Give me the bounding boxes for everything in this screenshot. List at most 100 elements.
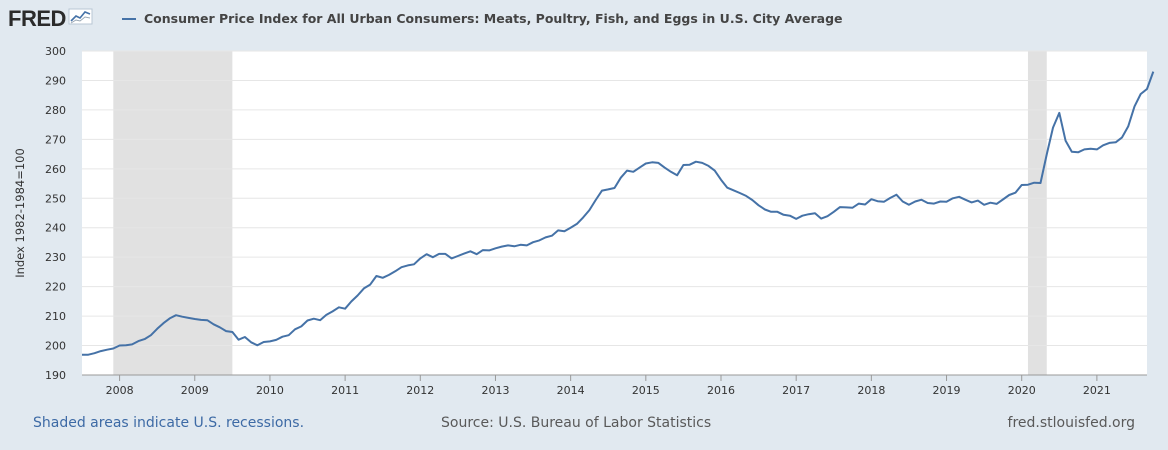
data-point[interactable] bbox=[267, 339, 272, 344]
data-point[interactable] bbox=[881, 199, 886, 204]
data-point[interactable] bbox=[1132, 104, 1137, 109]
data-point[interactable] bbox=[675, 173, 680, 178]
data-point[interactable] bbox=[706, 163, 711, 168]
data-point[interactable] bbox=[969, 200, 974, 205]
data-point[interactable] bbox=[543, 235, 548, 240]
data-point[interactable] bbox=[775, 209, 780, 214]
data-point[interactable] bbox=[581, 215, 586, 220]
data-point[interactable] bbox=[324, 312, 329, 317]
data-point[interactable] bbox=[462, 251, 467, 256]
data-point[interactable] bbox=[549, 233, 554, 238]
data-point[interactable] bbox=[449, 256, 454, 261]
data-point[interactable] bbox=[712, 168, 717, 173]
data-point[interactable] bbox=[318, 318, 323, 323]
data-point[interactable] bbox=[261, 340, 266, 345]
data-point[interactable] bbox=[982, 202, 987, 207]
data-point[interactable] bbox=[900, 199, 905, 204]
data-point[interactable] bbox=[123, 343, 128, 348]
data-point[interactable] bbox=[944, 199, 949, 204]
data-point[interactable] bbox=[1051, 125, 1056, 130]
data-point[interactable] bbox=[725, 185, 730, 190]
data-point[interactable] bbox=[299, 324, 304, 329]
data-point[interactable] bbox=[637, 165, 642, 170]
data-point[interactable] bbox=[869, 197, 874, 202]
data-point[interactable] bbox=[167, 316, 172, 321]
data-point[interactable] bbox=[455, 254, 460, 259]
data-point[interactable] bbox=[668, 169, 673, 174]
site-link[interactable]: fred.stlouisfed.org bbox=[1007, 415, 1135, 431]
data-point[interactable] bbox=[800, 213, 805, 218]
data-point[interactable] bbox=[612, 185, 617, 190]
data-point[interactable] bbox=[700, 160, 705, 165]
data-point[interactable] bbox=[574, 221, 579, 226]
data-point[interactable] bbox=[368, 282, 373, 287]
data-point[interactable] bbox=[437, 251, 442, 256]
data-point[interactable] bbox=[98, 349, 103, 354]
data-point[interactable] bbox=[744, 193, 749, 198]
data-point[interactable] bbox=[794, 216, 799, 221]
data-point[interactable] bbox=[474, 252, 479, 257]
data-point[interactable] bbox=[249, 340, 254, 345]
data-point[interactable] bbox=[192, 317, 197, 322]
data-point[interactable] bbox=[1019, 183, 1024, 188]
data-point[interactable] bbox=[894, 192, 899, 197]
data-point[interactable] bbox=[161, 321, 166, 326]
data-point[interactable] bbox=[211, 322, 216, 327]
data-point[interactable] bbox=[938, 199, 943, 204]
data-point[interactable] bbox=[1094, 147, 1099, 152]
data-point[interactable] bbox=[606, 187, 611, 192]
data-point[interactable] bbox=[180, 314, 185, 319]
data-point[interactable] bbox=[255, 343, 260, 348]
data-point[interactable] bbox=[1069, 149, 1074, 154]
data-point[interactable] bbox=[405, 263, 410, 268]
data-point[interactable] bbox=[380, 275, 385, 280]
data-point[interactable] bbox=[518, 242, 523, 247]
data-point[interactable] bbox=[224, 329, 229, 334]
data-point[interactable] bbox=[512, 244, 517, 249]
data-point[interactable] bbox=[568, 225, 573, 230]
data-point[interactable] bbox=[1138, 92, 1143, 97]
data-point[interactable] bbox=[468, 249, 473, 254]
series-line[interactable] bbox=[82, 71, 1155, 356]
data-point[interactable] bbox=[537, 238, 542, 243]
data-point[interactable] bbox=[173, 313, 178, 318]
data-point[interactable] bbox=[230, 329, 235, 334]
fred-logo[interactable]: FRED bbox=[8, 6, 94, 32]
data-point[interactable] bbox=[1044, 152, 1049, 157]
data-point[interactable] bbox=[136, 339, 141, 344]
data-point[interactable] bbox=[1151, 69, 1156, 74]
data-point[interactable] bbox=[1076, 150, 1081, 155]
data-point[interactable] bbox=[105, 347, 110, 352]
data-point[interactable] bbox=[205, 318, 210, 323]
data-point[interactable] bbox=[932, 201, 937, 206]
data-point[interactable] bbox=[1082, 147, 1087, 152]
data-point[interactable] bbox=[217, 325, 222, 330]
data-point[interactable] bbox=[293, 327, 298, 332]
data-point[interactable] bbox=[599, 188, 604, 193]
data-point[interactable] bbox=[988, 200, 993, 205]
data-point[interactable] bbox=[355, 293, 360, 298]
data-point[interactable] bbox=[130, 342, 135, 347]
data-point[interactable] bbox=[587, 208, 592, 213]
data-point[interactable] bbox=[618, 175, 623, 180]
data-point[interactable] bbox=[311, 316, 316, 321]
data-point[interactable] bbox=[330, 309, 335, 314]
data-point[interactable] bbox=[92, 351, 97, 356]
data-point[interactable] bbox=[1145, 86, 1150, 91]
data-point[interactable] bbox=[424, 252, 429, 257]
data-point[interactable] bbox=[562, 229, 567, 234]
data-point[interactable] bbox=[806, 212, 811, 217]
data-point[interactable] bbox=[975, 198, 980, 203]
data-point[interactable] bbox=[142, 337, 147, 342]
data-point[interactable] bbox=[199, 317, 204, 322]
data-point[interactable] bbox=[524, 243, 529, 248]
data-point[interactable] bbox=[393, 269, 398, 274]
data-point[interactable] bbox=[1101, 143, 1106, 148]
data-point[interactable] bbox=[286, 333, 291, 338]
data-point[interactable] bbox=[819, 216, 824, 221]
data-point[interactable] bbox=[117, 343, 122, 348]
data-point[interactable] bbox=[625, 168, 630, 173]
data-point[interactable] bbox=[349, 299, 354, 304]
data-point[interactable] bbox=[1088, 146, 1093, 151]
data-point[interactable] bbox=[913, 199, 918, 204]
